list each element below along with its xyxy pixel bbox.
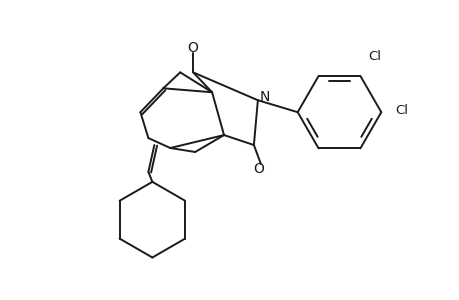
Text: O: O	[253, 162, 264, 176]
Text: Cl: Cl	[394, 104, 407, 117]
Text: O: O	[187, 41, 198, 56]
Text: N: N	[259, 90, 269, 104]
Text: Cl: Cl	[368, 50, 381, 63]
